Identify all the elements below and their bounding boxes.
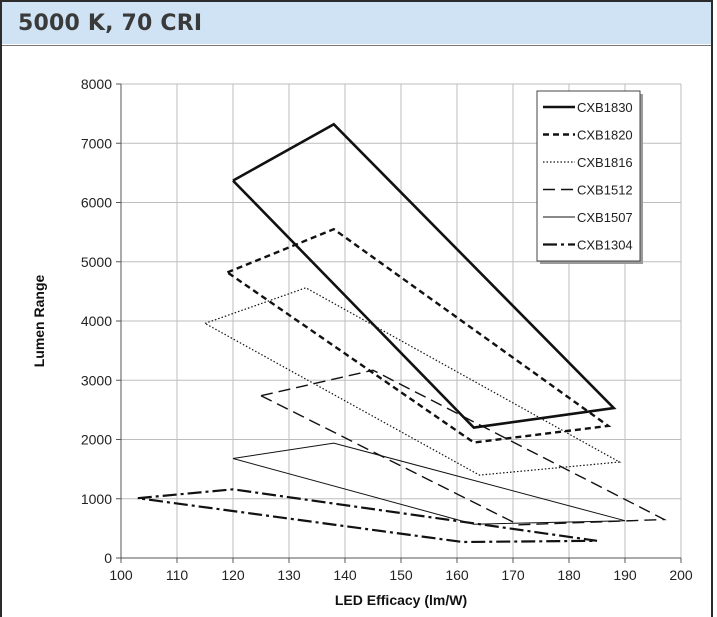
series-cxb1507-line <box>232 442 626 525</box>
x-tick-label: 130 <box>277 567 301 583</box>
series-cxb1304-line <box>137 488 598 544</box>
y-tick-label: 8000 <box>81 76 112 92</box>
y-tick-label: 4000 <box>81 313 112 329</box>
legend-label-cxb1304: CXB1304 <box>577 238 633 253</box>
legend: CXB1830 CXB1820 CXB1816 CXB1512 CXB1507 CXB13… <box>536 90 643 264</box>
y-tick-label: 0 <box>104 550 112 566</box>
x-tick-label: 170 <box>501 567 525 583</box>
x-axis-label: LED Efficacy (lm/W) <box>335 592 467 608</box>
y-tick-label: 1000 <box>81 491 112 507</box>
y-axis-label: Lumen Range <box>31 275 47 368</box>
x-tick-label: 190 <box>613 567 637 583</box>
y-tick-label: 2000 <box>81 432 112 448</box>
series-cxb1820-line <box>226 227 612 444</box>
chart-title: 5000 K, 70 CRI <box>18 11 203 36</box>
x-tick-label: 150 <box>389 567 413 583</box>
legend-label-cxb1507: CXB1507 <box>577 210 633 225</box>
legend-label-cxb1816: CXB1816 <box>577 155 633 170</box>
x-tick-label: 100 <box>109 567 133 583</box>
series-group <box>137 122 667 544</box>
y-tick-label: 5000 <box>81 254 112 270</box>
plot-container <box>2 45 711 617</box>
legend-label-cxb1512: CXB1512 <box>577 183 633 198</box>
x-tick-label: 110 <box>166 567 189 583</box>
legend-box <box>536 90 641 262</box>
y-tick-label: 7000 <box>81 135 112 151</box>
series-cxb1830-line <box>232 122 617 429</box>
x-tick-label: 160 <box>445 567 469 583</box>
axes: 100 110 120 130 140 150 160 170 180 190 2000100020… <box>81 76 693 583</box>
x-tick-label: 140 <box>333 567 357 583</box>
legend-label-cxb1820: CXB1820 <box>577 128 633 143</box>
series-cxb1512-line <box>260 369 667 526</box>
x-tick-label: 200 <box>669 567 693 583</box>
x-tick-label: 180 <box>557 567 581 583</box>
title-bar: 5000 K, 70 CRI <box>2 2 711 44</box>
x-tick-label: 120 <box>221 567 245 583</box>
legend-label-cxb1830: CXB1830 <box>577 100 633 115</box>
y-tick-label: 3000 <box>81 372 112 388</box>
series-cxb1816-line <box>204 287 622 476</box>
y-tick-label: 6000 <box>81 195 112 211</box>
